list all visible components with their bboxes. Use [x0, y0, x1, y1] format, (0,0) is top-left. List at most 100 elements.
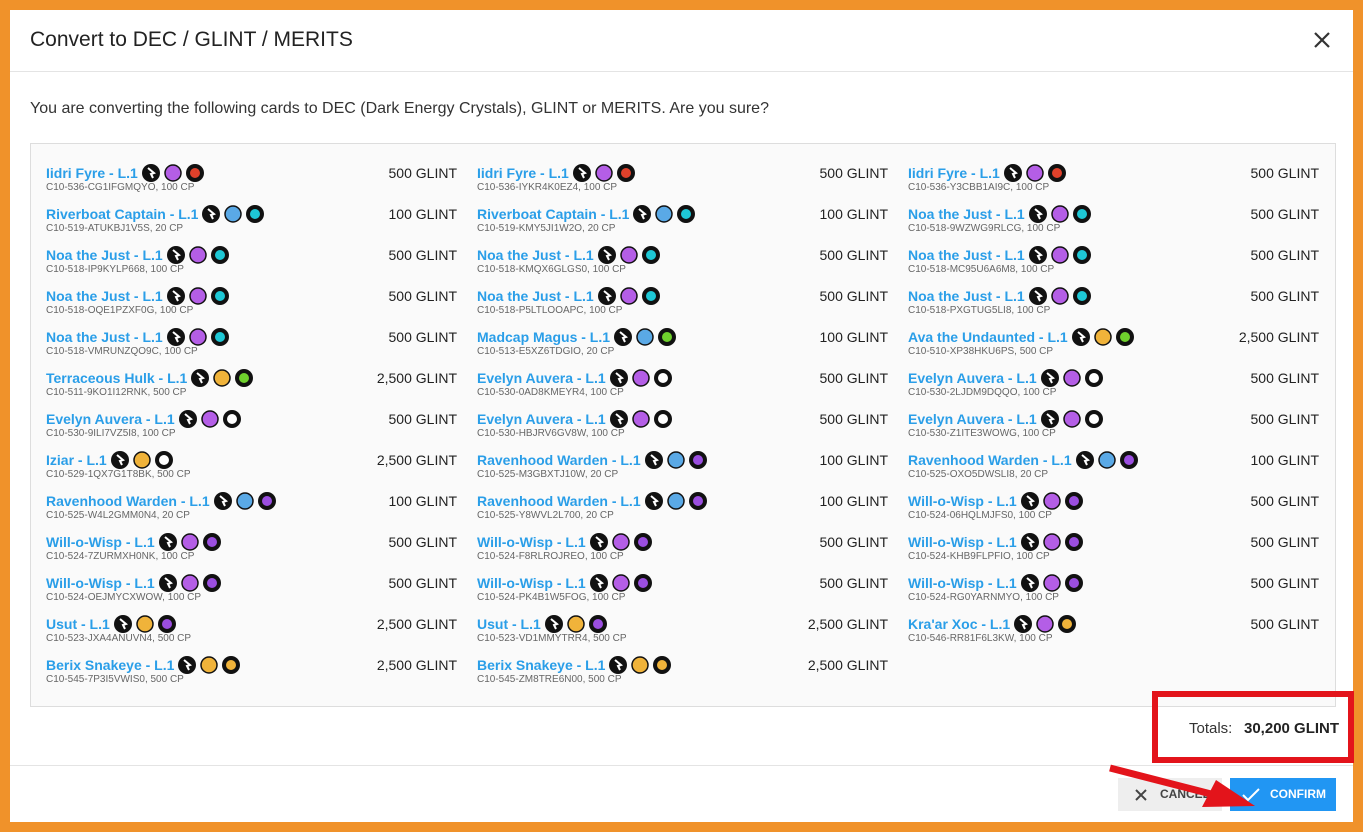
card-icons	[213, 492, 276, 510]
card-value: 500 GLINT	[388, 411, 457, 427]
card-name: Noa the Just - L.1	[908, 288, 1025, 304]
card-row: Will-o-Wisp - L.1 500 GLINT C10-524-OEJMYC…	[46, 574, 457, 615]
card-id: C10-510-XP38HKU6PS, 500 CP	[908, 346, 1054, 357]
card-value: 500 GLINT	[1250, 493, 1319, 509]
close-button[interactable]	[1312, 30, 1332, 50]
card-row: Ravenhood Warden - L.1 100 GLINT C10-525-W…	[46, 492, 457, 533]
card-row: Ravenhood Warden - L.1 100 GLINT C10-525-O…	[908, 451, 1319, 492]
card-id: C10-530-9ILI7VZ5I8, 100 CP	[46, 428, 176, 439]
rarity-icon	[1026, 164, 1044, 182]
card-id: C10-511-9KO1I12RNK, 500 CP	[46, 387, 187, 398]
card-icons	[158, 533, 221, 551]
card-id: C10-518-PXGTUG5LI8, 100 CP	[908, 305, 1051, 316]
card-name: Evelyn Auvera - L.1	[908, 411, 1037, 427]
card-id: C10-524-RG0YARNMYO, 100 CP	[908, 592, 1059, 603]
type-glyph	[603, 249, 612, 261]
rarity-icon	[188, 287, 207, 305]
rarity-icon	[200, 410, 219, 428]
card-value: 500 GLINT	[819, 165, 888, 181]
element-glyph	[692, 496, 703, 506]
type-glyph	[147, 167, 156, 179]
card-id: C10-546-RR81F6L3KW, 100 CP	[908, 633, 1053, 644]
card-icons	[191, 369, 254, 387]
card-icons	[202, 205, 265, 223]
card-id: C10-536-IYKR4K0EZ4, 100 CP	[477, 182, 618, 193]
card-name: Evelyn Auvera - L.1	[46, 411, 175, 427]
divider	[10, 765, 1353, 766]
type-glyph	[1025, 577, 1035, 589]
rarity-icon	[136, 615, 154, 633]
card-row: Iidri Fyre - L.1 500 GLINT C10-536-IYKR4K0…	[477, 164, 888, 205]
totals-value: 30,200 GLINT	[1244, 720, 1340, 737]
card-value: 2,500 GLINT	[1238, 329, 1319, 345]
type-glyph	[172, 249, 181, 261]
card-name: Iidri Fyre - L.1	[46, 165, 138, 181]
rarity-icon	[235, 492, 254, 510]
card-row: Evelyn Auvera - L.1 500 GLINT C10-530-HBJR…	[477, 410, 888, 451]
card-value: 100 GLINT	[819, 329, 888, 345]
element-glyph	[657, 373, 668, 383]
card-value: 500 GLINT	[1250, 616, 1319, 632]
element-glyph	[645, 250, 656, 260]
element-glyph	[1062, 619, 1073, 629]
card-icons	[166, 328, 229, 346]
rarity-icon	[619, 287, 638, 305]
element-glyph	[1123, 455, 1134, 465]
element-glyph	[206, 537, 217, 547]
card-icons	[644, 451, 707, 469]
card-id: C10-530-HBJRV6GV8W, 100 CP	[477, 428, 625, 439]
element-glyph	[657, 660, 668, 670]
element-glyph	[226, 660, 237, 670]
type-glyph	[649, 495, 659, 507]
card-id: C10-524-OEJMYCXWOW, 100 CP	[46, 592, 202, 603]
rarity-icon	[636, 328, 654, 346]
card-row: Noa the Just - L.1 500 GLINT C10-518-VMRUN…	[46, 328, 457, 369]
card-row: Will-o-Wisp - L.1 500 GLINT C10-524-06HQLM…	[908, 492, 1319, 533]
card-id: C10-525-W4L2GMM0N4, 20 CP	[46, 510, 190, 521]
card-icons	[178, 410, 241, 428]
card-row: Noa the Just - L.1 500 GLINT C10-518-MC95U…	[908, 246, 1319, 287]
rarity-icon	[631, 656, 650, 674]
element-glyph	[620, 168, 631, 178]
confirm-icon	[1242, 788, 1260, 802]
type-glyph	[615, 372, 624, 384]
card-icons	[609, 410, 672, 428]
card-id: C10-519-ATUKBJ1V5S, 20 CP	[46, 223, 184, 234]
type-glyph	[638, 208, 648, 220]
card-id: C10-536-CG1IFGMQYO, 100 CP	[46, 182, 195, 193]
card-name: Ava the Undaunted - L.1	[908, 329, 1068, 345]
card-name: Will-o-Wisp - L.1	[46, 534, 155, 550]
card-row: Iidri Fyre - L.1 500 GLINT C10-536-CG1IFGM…	[46, 164, 457, 205]
cancel-icon	[1135, 789, 1147, 801]
rarity-icon	[188, 246, 207, 264]
card-name: Noa the Just - L.1	[477, 288, 594, 304]
card-name: Usut - L.1	[46, 616, 110, 632]
card-id: C10-524-PK4B1W5FOG, 100 CP	[477, 592, 626, 603]
card-value: 100 GLINT	[819, 493, 888, 509]
card-icons	[141, 164, 204, 182]
element-glyph	[1068, 537, 1079, 547]
card-name: Noa the Just - L.1	[46, 329, 163, 345]
element-glyph	[637, 537, 648, 547]
card-value: 500 GLINT	[1250, 165, 1319, 181]
rarity-icon	[1042, 492, 1061, 510]
element-glyph	[226, 414, 237, 424]
divider	[10, 71, 1353, 72]
card-icons	[644, 492, 707, 510]
card-value: 2,500 GLINT	[376, 657, 457, 673]
card-value: 500 GLINT	[388, 247, 457, 263]
card-icons	[166, 246, 229, 264]
card-name: Ravenhood Warden - L.1	[477, 452, 641, 468]
card-value: 100 GLINT	[1250, 452, 1319, 468]
card-value: 100 GLINT	[388, 493, 457, 509]
card-name: Ravenhood Warden - L.1	[477, 493, 641, 509]
highlight-box	[1152, 691, 1354, 763]
card-icons	[1003, 164, 1066, 182]
card-id: C10-518-OQE1PZXF0G, 100 CP	[46, 305, 194, 316]
element-glyph	[645, 291, 656, 301]
card-icons	[609, 656, 672, 674]
rarity-icon	[631, 369, 650, 387]
card-row: Riverboat Captain - L.1 100 GLINT C10-519-…	[46, 205, 457, 246]
rarity-icon	[1062, 369, 1081, 387]
card-row: Ava the Undaunted - L.1 2,500 GLINT C10-51…	[908, 328, 1319, 369]
